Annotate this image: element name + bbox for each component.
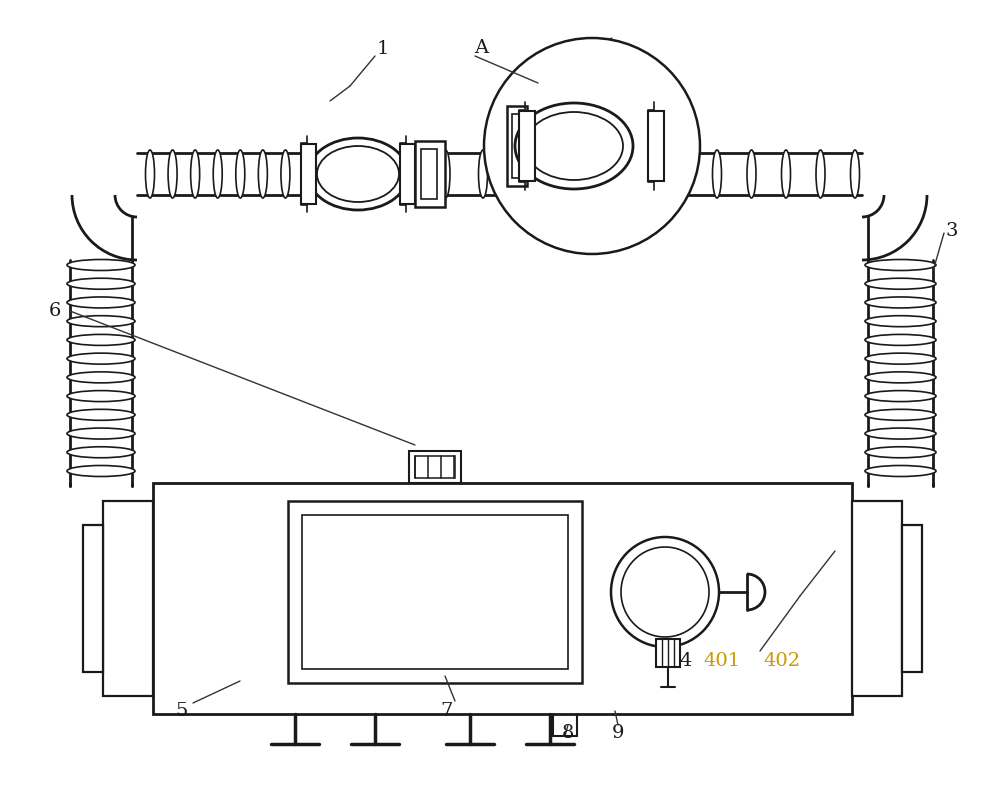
Ellipse shape bbox=[644, 150, 652, 198]
Ellipse shape bbox=[191, 150, 200, 198]
Ellipse shape bbox=[67, 278, 135, 289]
Bar bbox=[512, 114, 522, 178]
Bar bbox=[153, 483, 852, 714]
Text: A: A bbox=[474, 39, 488, 57]
Ellipse shape bbox=[304, 150, 312, 198]
Bar bbox=[400, 144, 415, 204]
Bar bbox=[902, 525, 922, 672]
Ellipse shape bbox=[865, 278, 936, 289]
Bar bbox=[83, 525, 103, 672]
Ellipse shape bbox=[67, 428, 135, 439]
Ellipse shape bbox=[146, 150, 154, 198]
Ellipse shape bbox=[712, 150, 722, 198]
Ellipse shape bbox=[678, 150, 687, 198]
Bar bbox=[852, 501, 902, 696]
Ellipse shape bbox=[281, 150, 290, 198]
Bar bbox=[302, 515, 568, 669]
Ellipse shape bbox=[865, 409, 936, 421]
Ellipse shape bbox=[850, 150, 860, 198]
Text: 9: 9 bbox=[612, 724, 624, 742]
Ellipse shape bbox=[621, 547, 709, 637]
Ellipse shape bbox=[67, 447, 135, 458]
Text: 402: 402 bbox=[763, 652, 801, 670]
Text: 7: 7 bbox=[441, 702, 453, 720]
Ellipse shape bbox=[865, 447, 936, 458]
Text: 5: 5 bbox=[176, 702, 188, 720]
Ellipse shape bbox=[441, 150, 450, 198]
Ellipse shape bbox=[782, 150, 790, 198]
Bar bbox=[409, 451, 461, 483]
Ellipse shape bbox=[67, 260, 135, 271]
Text: 1: 1 bbox=[377, 40, 389, 58]
Ellipse shape bbox=[479, 150, 488, 198]
Bar bbox=[103, 501, 153, 696]
Ellipse shape bbox=[525, 112, 623, 180]
Ellipse shape bbox=[308, 138, 408, 210]
Ellipse shape bbox=[258, 150, 267, 198]
Ellipse shape bbox=[213, 150, 222, 198]
Bar bbox=[656, 639, 680, 667]
Text: 8: 8 bbox=[562, 724, 574, 742]
Ellipse shape bbox=[865, 316, 936, 327]
Ellipse shape bbox=[67, 391, 135, 401]
Bar bbox=[648, 111, 664, 181]
Text: 6: 6 bbox=[49, 302, 61, 320]
Ellipse shape bbox=[865, 372, 936, 383]
Bar bbox=[519, 111, 535, 181]
Text: 4: 4 bbox=[680, 652, 692, 670]
Bar bbox=[301, 144, 316, 204]
Text: 3: 3 bbox=[946, 222, 958, 240]
Ellipse shape bbox=[67, 353, 135, 364]
Ellipse shape bbox=[554, 150, 562, 198]
Ellipse shape bbox=[865, 334, 936, 345]
Ellipse shape bbox=[404, 150, 413, 198]
Ellipse shape bbox=[67, 316, 135, 327]
Ellipse shape bbox=[67, 297, 135, 308]
Ellipse shape bbox=[865, 297, 936, 308]
Ellipse shape bbox=[865, 260, 936, 271]
Ellipse shape bbox=[865, 391, 936, 401]
Ellipse shape bbox=[747, 150, 756, 198]
Ellipse shape bbox=[865, 428, 936, 439]
Ellipse shape bbox=[168, 150, 177, 198]
Ellipse shape bbox=[515, 103, 633, 189]
Ellipse shape bbox=[67, 465, 135, 477]
Bar bbox=[507, 106, 527, 186]
Ellipse shape bbox=[865, 465, 936, 477]
Ellipse shape bbox=[236, 150, 245, 198]
Ellipse shape bbox=[816, 150, 825, 198]
Ellipse shape bbox=[611, 537, 719, 647]
Bar bbox=[288, 501, 582, 683]
Bar bbox=[415, 141, 445, 207]
Text: 401: 401 bbox=[703, 652, 741, 670]
Ellipse shape bbox=[67, 372, 135, 383]
Bar bbox=[415, 456, 455, 478]
Circle shape bbox=[484, 38, 700, 254]
Ellipse shape bbox=[67, 409, 135, 421]
Bar bbox=[421, 149, 437, 199]
Ellipse shape bbox=[67, 334, 135, 345]
Ellipse shape bbox=[516, 150, 525, 198]
Ellipse shape bbox=[865, 353, 936, 364]
Ellipse shape bbox=[317, 146, 399, 202]
